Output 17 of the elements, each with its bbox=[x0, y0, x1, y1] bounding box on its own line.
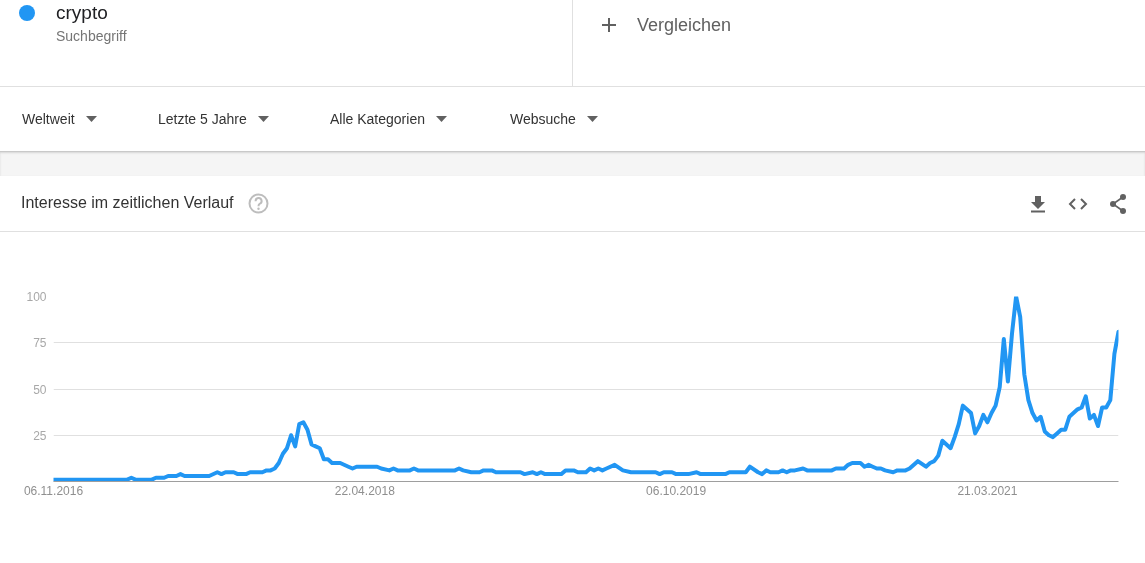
x-tick-label: 22.04.2018 bbox=[334, 483, 396, 498]
text: Weltweit bbox=[22, 110, 75, 128]
chart-title: Interesse im zeitlichen Verlauf bbox=[21, 193, 234, 213]
y-tick-label: 75 bbox=[33, 336, 47, 351]
line-series bbox=[53, 296, 1119, 482]
legend-label: crypto bbox=[56, 1, 108, 25]
x-tick-label: 21.03.2021 bbox=[957, 483, 1018, 498]
text: Alle Kategorien bbox=[330, 110, 425, 128]
x-tick-label: 06.11.2016 bbox=[23, 483, 84, 498]
y-tick-label: 100 bbox=[26, 290, 47, 304]
text: Letzte 5 Jahre bbox=[158, 110, 247, 128]
text: Vergleichen bbox=[637, 14, 732, 37]
y-tick-label: 25 bbox=[33, 428, 47, 443]
text: Websuche bbox=[510, 110, 576, 128]
text: Suchbegriff bbox=[56, 27, 127, 45]
x-tick-label: 06.10.2019 bbox=[646, 483, 707, 498]
y-tick-label: 50 bbox=[33, 382, 47, 397]
